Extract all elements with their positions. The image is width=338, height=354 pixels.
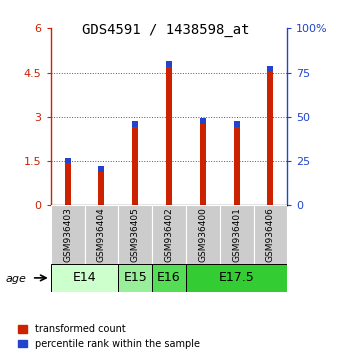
FancyBboxPatch shape <box>118 205 152 264</box>
FancyBboxPatch shape <box>254 205 287 264</box>
Bar <box>98 166 104 172</box>
Bar <box>267 66 273 72</box>
FancyBboxPatch shape <box>84 205 118 264</box>
Text: GSM936402: GSM936402 <box>165 207 173 262</box>
Bar <box>200 118 206 124</box>
FancyBboxPatch shape <box>220 205 254 264</box>
Text: E16: E16 <box>157 272 181 284</box>
Text: GDS4591 / 1438598_at: GDS4591 / 1438598_at <box>82 23 249 37</box>
Bar <box>267 66 273 205</box>
Text: E14: E14 <box>73 272 96 284</box>
Text: GSM936401: GSM936401 <box>232 207 241 262</box>
Text: GSM936404: GSM936404 <box>97 207 106 262</box>
Bar <box>98 166 104 205</box>
FancyBboxPatch shape <box>51 205 84 264</box>
Bar <box>132 121 138 205</box>
FancyBboxPatch shape <box>118 264 152 292</box>
Text: age: age <box>5 274 26 284</box>
Text: GSM936406: GSM936406 <box>266 207 275 262</box>
Text: E15: E15 <box>123 272 147 284</box>
Text: E17.5: E17.5 <box>219 272 255 284</box>
Legend: transformed count, percentile rank within the sample: transformed count, percentile rank withi… <box>18 324 200 349</box>
Bar <box>166 61 172 67</box>
Bar <box>200 118 206 205</box>
Bar <box>132 121 138 127</box>
FancyBboxPatch shape <box>152 205 186 264</box>
Bar <box>65 158 71 205</box>
Bar <box>234 121 240 205</box>
Bar <box>234 121 240 127</box>
Text: GSM936405: GSM936405 <box>131 207 140 262</box>
FancyBboxPatch shape <box>152 264 186 292</box>
Text: GSM936400: GSM936400 <box>198 207 207 262</box>
FancyBboxPatch shape <box>186 205 220 264</box>
FancyBboxPatch shape <box>51 264 118 292</box>
Bar <box>65 158 71 163</box>
Bar <box>166 61 172 205</box>
FancyBboxPatch shape <box>186 264 287 292</box>
Text: GSM936403: GSM936403 <box>63 207 72 262</box>
